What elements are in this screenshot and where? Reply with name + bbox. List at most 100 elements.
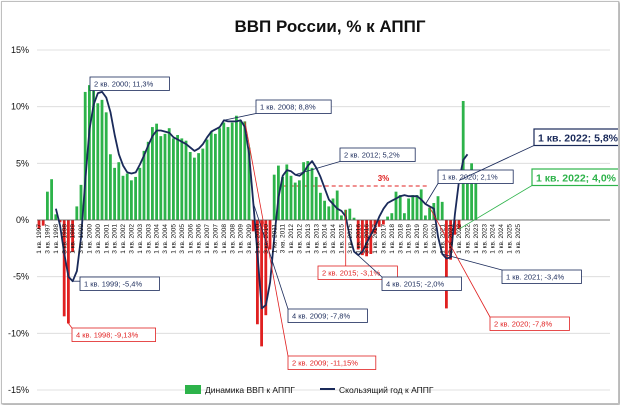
bar [403, 213, 406, 220]
x-tick-label: 1 кв. 2015 [339, 224, 346, 254]
bar [470, 163, 473, 220]
x-tick-label: 3 кв. 2012 [297, 224, 304, 254]
bar [146, 141, 150, 220]
bar [348, 208, 352, 220]
x-axis-ticks: 1 кв. 1997 3 кв. 1997 1 кв. 1998 3 кв. 1998… [36, 224, 522, 254]
y-tick-label: -10% [8, 328, 29, 338]
annotation-label: 1 кв. 1999; -5,4% [84, 280, 142, 289]
bar [201, 148, 205, 220]
bar [75, 206, 79, 220]
bar [188, 152, 192, 220]
x-tick-label: 1 кв. 2011 [271, 224, 278, 254]
bar [369, 220, 373, 254]
annotation-box [437, 169, 514, 184]
x-tick-label: 3 кв. 2018 [397, 224, 404, 254]
bar [335, 190, 339, 220]
x-tick-label: 3 кв. 2013 [313, 224, 320, 254]
bar [361, 220, 364, 256]
bar [310, 167, 314, 220]
bar [71, 220, 74, 252]
bar [268, 220, 272, 250]
x-tick-label: 3 кв. 2016 [364, 224, 371, 254]
bar [289, 175, 293, 220]
bar [323, 200, 326, 220]
bar [356, 220, 360, 250]
y-tick-label: 5% [16, 158, 29, 168]
annotation-leader [458, 145, 535, 181]
bar [264, 220, 268, 316]
bar [167, 128, 171, 220]
x-tick-label: 1 кв. 2010 [255, 224, 262, 254]
bar [117, 162, 121, 220]
x-tick-label: 1 кв. 2022 [456, 224, 463, 254]
x-tick-label: 1 кв. 2013 [305, 224, 312, 254]
bar [466, 174, 469, 220]
bar [411, 195, 415, 220]
bar [209, 131, 213, 220]
x-tick-label: 1 кв. 2001 [103, 224, 110, 254]
bar [130, 180, 133, 220]
x-tick-label: 1 кв. 2024 [490, 224, 497, 254]
x-tick-label: 3 кв. 2008 [229, 224, 236, 254]
bar [62, 220, 66, 317]
bar [197, 153, 200, 220]
bar [365, 220, 368, 257]
bar [54, 214, 58, 220]
annotation-leader [425, 183, 439, 205]
bar [235, 115, 238, 220]
annotation-box [71, 327, 156, 342]
x-tick-label: 3 кв. 2000 [95, 224, 102, 254]
bar [218, 128, 221, 220]
bar [193, 157, 196, 220]
annotation-leader [429, 207, 491, 318]
x-tick-label: 3 кв. 2014 [330, 224, 337, 254]
annotation-label: 2 кв. 2015; -3,1% [322, 269, 380, 278]
rolling-year-line [55, 91, 469, 310]
annotation-label: 1 кв. 2022; 4,0% [536, 173, 617, 185]
annotation-label: 4 кв. 1998; -9,13% [76, 331, 139, 340]
y-tick-label: 15% [11, 45, 29, 55]
x-tick-label: 3 кв. 2001 [112, 224, 119, 254]
bar [260, 220, 263, 347]
y-tick-label: -15% [8, 385, 29, 395]
bar [155, 123, 158, 220]
annotation-leader [442, 253, 503, 271]
x-tick-label: 3 кв. 2007 [213, 224, 220, 254]
x-tick-label: 1 кв. 2002 [120, 224, 127, 254]
x-tick-label: 1 кв. 2005 [171, 224, 178, 254]
x-tick-label: 1 кв. 2019 [406, 224, 413, 254]
bar [125, 173, 129, 220]
bar [151, 127, 154, 220]
bar [58, 220, 62, 223]
x-tick-label: 3 кв. 2022 [465, 224, 472, 254]
annotation-label: 4 кв. 2009; -7,8% [292, 312, 350, 321]
bar [251, 220, 255, 232]
annotation-box [255, 99, 332, 114]
bar [92, 90, 95, 220]
annotation-leader [458, 185, 533, 230]
x-tick-label: 1 кв. 1998 [53, 224, 60, 254]
annotation-label: 2 кв. 2009; -11,15% [292, 359, 358, 368]
x-tick-label: 1 кв. 2021 [439, 224, 446, 254]
bar [121, 175, 125, 220]
bar [436, 196, 440, 220]
annotation-leader [223, 113, 257, 121]
x-tick-label: 3 кв. 1999 [78, 224, 85, 254]
bar [424, 215, 427, 220]
bar [230, 122, 234, 220]
bar [428, 207, 431, 220]
bar [415, 195, 419, 220]
x-tick-label: 3 кв. 2015 [347, 224, 354, 254]
bar [159, 136, 163, 220]
x-tick-label: 3 кв. 2005 [179, 224, 186, 254]
x-tick-label: 1 кв. 2016 [355, 224, 362, 254]
bar [386, 216, 389, 220]
bars-series [37, 85, 478, 347]
bar [440, 201, 444, 220]
bar [407, 198, 410, 220]
bar [390, 213, 394, 220]
bar [453, 220, 457, 235]
bar [142, 150, 146, 220]
bar [37, 220, 41, 230]
bar [163, 133, 167, 220]
